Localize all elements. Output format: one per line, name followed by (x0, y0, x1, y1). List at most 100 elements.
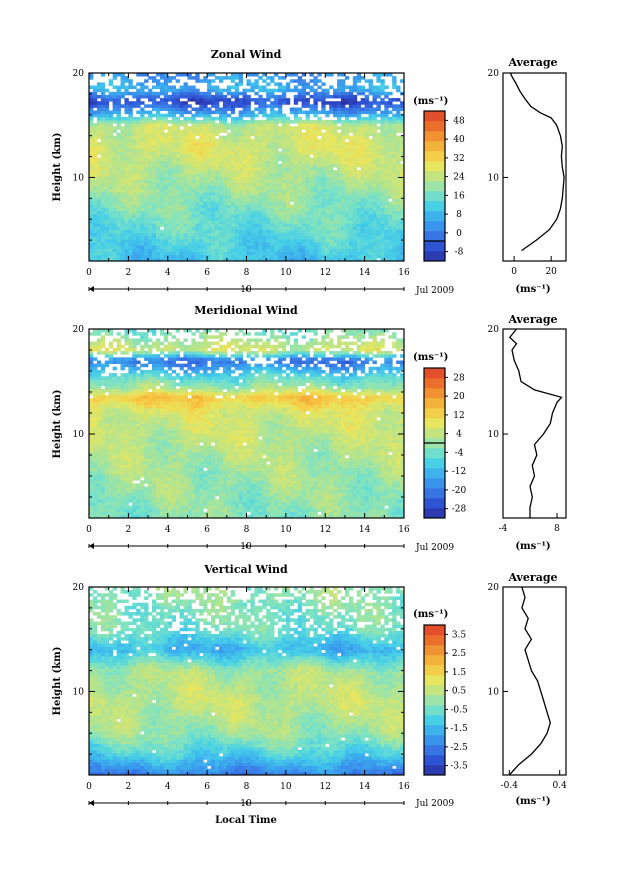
heatmap-cell (187, 176, 192, 180)
heatmap-cell (152, 257, 157, 261)
heatmap-cell (155, 179, 161, 184)
heatmap-cell (348, 192, 354, 196)
heatmap-cell (317, 207, 322, 212)
heatmap-cell (246, 98, 251, 102)
heatmap-cell (163, 207, 169, 212)
heatmap-cell (116, 173, 121, 177)
heatmap-cell (207, 176, 212, 180)
heatmap-cell (384, 85, 389, 90)
heatmap-cell (89, 210, 94, 215)
heatmap-cell (144, 188, 149, 193)
heatmap-cell (242, 254, 247, 259)
heatmap-cell (100, 198, 106, 202)
heatmap-cell (344, 210, 350, 215)
heatmap-cell (218, 173, 224, 177)
heatmap-cell (234, 104, 240, 108)
heatmap-cell (356, 239, 362, 243)
heatmap-cell (242, 138, 247, 143)
heatmap-cell (285, 257, 291, 261)
heatmap-cell (234, 141, 240, 146)
heatmap-cell (128, 123, 133, 127)
heatmap-cell (171, 220, 177, 224)
heatmap-cell (234, 185, 240, 190)
heatmap-cell (368, 239, 373, 243)
heatmap-cell (301, 185, 306, 190)
heatmap-cell (215, 85, 220, 90)
heatmap-cell (254, 235, 259, 240)
heatmap-cell (155, 226, 161, 231)
heatmap-cell (195, 91, 200, 96)
heatmap-cell (234, 248, 240, 252)
heatmap-cell (372, 220, 377, 224)
heatmap-cell (179, 163, 184, 168)
heatmap-cell (136, 82, 141, 86)
heatmap-cell (171, 91, 177, 96)
heatmap-cell (238, 132, 243, 137)
heatmap-cell (152, 163, 157, 168)
heatmap-cell (305, 82, 310, 86)
heatmap-cell (380, 170, 385, 174)
heatmap-cell (368, 173, 373, 177)
heatmap-cell (325, 160, 330, 165)
heatmap-cell (285, 129, 291, 133)
heatmap-cell (191, 188, 196, 193)
heatmap-cell (167, 198, 173, 202)
heatmap-cell (400, 201, 404, 205)
heatmap-cell (140, 185, 145, 190)
heatmap-cell (222, 76, 228, 80)
heatmap-cell (203, 120, 208, 124)
heatmap-cell (140, 120, 145, 124)
heatmap-cell (108, 204, 114, 209)
heatmap-cell (400, 141, 404, 146)
heatmap-cell (203, 98, 208, 102)
heatmap-cell (360, 508, 366, 513)
heatmap-cell (234, 251, 240, 256)
heatmap-cell (155, 167, 161, 171)
heatmap-cell (301, 170, 306, 174)
heatmap-cell (144, 79, 149, 83)
heatmap-cell (191, 257, 196, 261)
heatmap-cell (341, 163, 346, 168)
heatmap-cell (348, 254, 354, 259)
heatmap-cell (116, 239, 121, 243)
heatmap-cell (140, 217, 145, 221)
heatmap-cell (211, 123, 216, 127)
heatmap-cell (352, 201, 358, 205)
heatmap-cell (89, 148, 94, 152)
heatmap-cell (215, 104, 220, 108)
heatmap-cell (250, 192, 255, 196)
heatmap-cell (270, 207, 275, 212)
colorbar-band (424, 151, 445, 162)
heatmap-cell (199, 91, 204, 96)
heatmap-cell (242, 251, 247, 256)
heatmap-cell (195, 88, 200, 93)
heatmap-cell (325, 138, 330, 143)
heatmap-cell (112, 145, 117, 149)
heatmap-cell (305, 123, 310, 127)
heatmap-cell (167, 245, 173, 249)
heatmap-cell (108, 120, 114, 124)
heatmap-cell (152, 508, 157, 513)
heatmap-cell (112, 94, 117, 99)
heatmap-cell (341, 499, 346, 503)
heatmap-cell (128, 167, 133, 171)
heatmap-cell (108, 511, 114, 516)
heatmap-cell (278, 239, 283, 243)
heatmap-cell (132, 116, 137, 121)
heatmap-cell (380, 229, 385, 234)
heatmap-cell (372, 132, 377, 137)
heatmap-cell (128, 229, 133, 234)
heatmap-cell (246, 514, 251, 518)
heatmap-cell (116, 135, 121, 140)
heatmap-cell (218, 217, 224, 221)
heatmap-cell (262, 129, 267, 133)
heatmap-cell (293, 132, 299, 137)
heatmap-cell (183, 85, 188, 90)
heatmap-cell (183, 226, 188, 231)
heatmap-cell (100, 495, 106, 500)
heatmap-cell (171, 94, 177, 99)
heatmap-cell (211, 235, 216, 240)
heatmap-cell (136, 251, 141, 256)
heatmap-cell (218, 508, 224, 513)
heatmap-cell (384, 207, 389, 212)
